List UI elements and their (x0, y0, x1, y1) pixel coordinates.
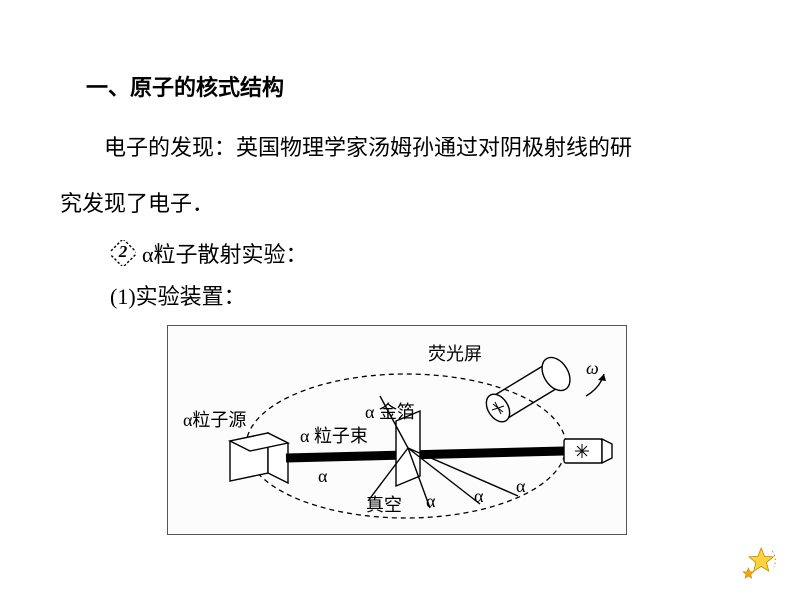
section-heading: 一、原子的核式结构 (60, 70, 734, 102)
label-alpha-1: α (318, 466, 327, 487)
label-alpha-4: α (516, 476, 525, 497)
label-screen: 荧光屏 (428, 340, 482, 366)
bullet-number: 2 (110, 240, 136, 266)
decorative-star-icon (734, 540, 782, 588)
experiment-diagram: 荧光屏 ω α粒子源 α 金箔 α 粒子束 α α α α 真空 (167, 325, 627, 535)
dashed-number-box: 2 (110, 240, 136, 266)
bullet-line: 2 α粒子散射实验： (60, 237, 734, 269)
label-alpha-3: α (474, 486, 483, 507)
label-source: α粒子源 (183, 406, 246, 432)
label-alpha-2: α (426, 491, 435, 512)
sub-heading: (1)实验装置： (60, 279, 734, 311)
bullet-text: α粒子散射实验： (142, 237, 308, 269)
label-vacuum: 真空 (366, 491, 402, 517)
figure-container: 荧光屏 ω α粒子源 α 金箔 α 粒子束 α α α α 真空 (60, 325, 734, 535)
paragraph-line1: 电子的发现：英国物理学家汤姆孙通过对阴极射线的研 (60, 124, 734, 172)
label-beam: α 粒子束 (300, 422, 368, 448)
paragraph-line2: 究发现了电子． (60, 180, 734, 228)
label-omega: ω (586, 358, 599, 379)
label-foil: α 金箔 (365, 398, 415, 424)
